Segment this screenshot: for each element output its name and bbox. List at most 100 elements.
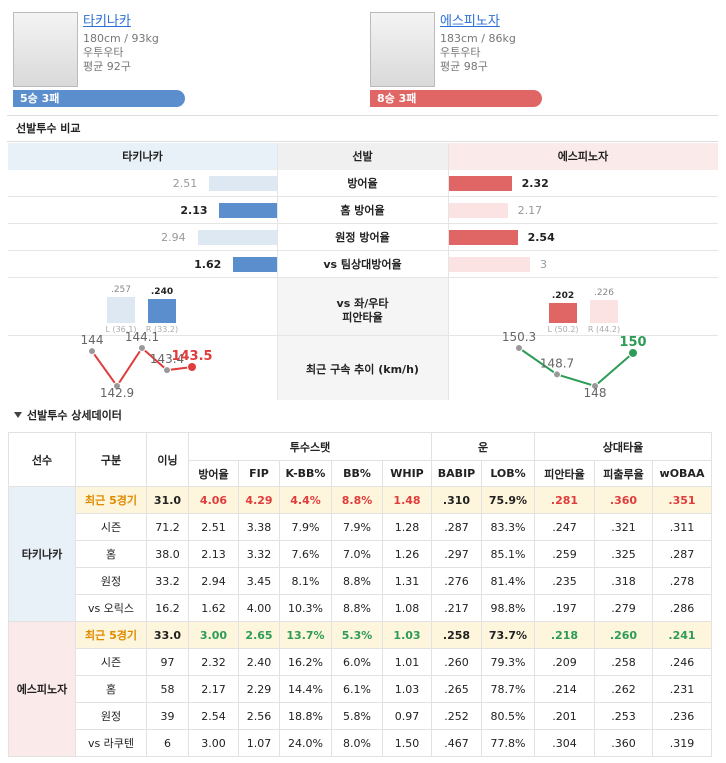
data-cell: .319 [652, 729, 712, 757]
column-divider [277, 143, 278, 400]
data-cell: .360 [594, 729, 653, 757]
data-cell: 33.0 [146, 621, 189, 649]
data-cell: 13.7% [279, 621, 332, 649]
row-divider [8, 335, 718, 336]
data-cell: 홈 [75, 675, 147, 703]
column-header: 이닝 [146, 432, 189, 487]
comparison-panel [7, 115, 718, 401]
split-value: .240 [150, 287, 174, 297]
data-cell: 39 [146, 702, 189, 730]
data-cell: 7.6% [279, 540, 332, 568]
data-cell: 0.97 [382, 702, 432, 730]
data-cell: 4.06 [188, 486, 239, 514]
column-header: 선수 [8, 432, 76, 487]
column-header: 방어율 [188, 460, 239, 487]
column-header: 피출루율 [594, 460, 653, 487]
data-cell: .304 [534, 729, 595, 757]
data-cell: .258 [594, 648, 653, 676]
bar-left [209, 176, 277, 191]
bar-left [233, 257, 277, 272]
data-cell: .252 [431, 702, 482, 730]
row-label: vs 팀상대방어율 [323, 258, 402, 271]
split-value: .226 [593, 288, 615, 299]
data-cell: .321 [594, 513, 653, 541]
mid-column-bg [278, 278, 448, 400]
data-cell: 6.1% [331, 675, 383, 703]
data-cell: 1.62 [188, 594, 239, 622]
data-cell: 71.2 [146, 513, 189, 541]
data-cell: .287 [652, 540, 712, 568]
bar-right [449, 257, 530, 272]
data-cell: 80.5% [481, 702, 535, 730]
data-cell: .258 [431, 621, 482, 649]
row-divider [8, 196, 718, 197]
column-header: K-BB% [279, 460, 332, 487]
split-sub: R (44.2) [587, 325, 621, 334]
player-pitches: 평균 92구 [83, 60, 131, 73]
row-divider [8, 250, 718, 251]
split-sub: L (36.1) [105, 325, 137, 334]
data-cell: 8.1% [279, 567, 332, 595]
player-photo [370, 12, 435, 87]
data-cell: 1.48 [382, 486, 432, 514]
trend-label: 최근 구속 추이 (km/h) [306, 363, 419, 376]
bar-right [449, 203, 508, 218]
value-left: 2.94 [161, 231, 186, 244]
bar-left [219, 203, 277, 218]
split-label: vs 좌/우타 [336, 297, 389, 310]
data-cell: .265 [431, 675, 482, 703]
data-cell: 1.26 [382, 540, 432, 568]
split-bar [107, 297, 135, 323]
player-cell: 에스피노자 [8, 621, 76, 757]
split-value: .257 [110, 285, 132, 296]
data-cell: 8.8% [331, 567, 383, 595]
data-row: 원정 39 2.54 2.56 18.8% 5.8% 0.97.252 80.5% .201.2… [9, 702, 712, 730]
value-left: 2.51 [172, 177, 198, 190]
data-cell: .281 [534, 486, 595, 514]
data-cell: .276 [431, 567, 482, 595]
data-cell: .231 [652, 675, 712, 703]
collapse-icon[interactable] [14, 412, 22, 418]
data-cell: 78.7% [481, 675, 535, 703]
data-cell: .310 [431, 486, 482, 514]
row-divider [8, 277, 718, 278]
split-label: 피안타율 [342, 311, 383, 324]
data-cell: .218 [534, 621, 595, 649]
group-header: 투수스탯 [188, 432, 432, 461]
split-sub: R (33.2) [145, 325, 179, 334]
data-cell: 3.45 [238, 567, 280, 595]
player-hand: 우투우타 [83, 46, 124, 59]
column-divider [448, 143, 449, 400]
value-right: 2.17 [517, 204, 543, 217]
player-body: 180cm / 93kg [83, 32, 159, 45]
data-cell: 4.29 [238, 486, 280, 514]
data-cell: .297 [431, 540, 482, 568]
data-cell: .262 [594, 675, 653, 703]
data-cell: 38.0 [146, 540, 189, 568]
data-cell: .236 [652, 702, 712, 730]
data-cell: 8.8% [331, 486, 383, 514]
column-header: FIP [238, 460, 280, 487]
data-cell: 24.0% [279, 729, 332, 757]
data-cell: .201 [534, 702, 595, 730]
data-cell: .241 [652, 621, 712, 649]
data-row: vs 라쿠텐 6 3.00 1.07 24.0% 8.0% 1.50.467 77.8% .30… [9, 729, 712, 757]
data-cell: 1.08 [382, 594, 432, 622]
data-cell: .318 [594, 567, 653, 595]
data-cell: 3.38 [238, 513, 280, 541]
column-header: LOB% [481, 460, 535, 487]
data-cell: 5.8% [331, 702, 383, 730]
data-cell: 18.8% [279, 702, 332, 730]
data-cell: 6.0% [331, 648, 383, 676]
player-cell: 타키나카 [8, 486, 76, 622]
player-name[interactable]: 에스피노자 [440, 14, 500, 29]
data-cell: 79.3% [481, 648, 535, 676]
data-row: 시즌 97 2.32 2.40 16.2% 6.0% 1.01.260 79.3% .209.2… [9, 648, 712, 676]
data-cell: 시즌 [75, 648, 147, 676]
data-cell: 1.50 [382, 729, 432, 757]
data-cell: 33.2 [146, 567, 189, 595]
player-name[interactable]: 타키나카 [83, 14, 131, 29]
data-cell: 16.2 [146, 594, 189, 622]
data-cell: 7.0% [331, 540, 383, 568]
data-cell: .197 [534, 594, 595, 622]
